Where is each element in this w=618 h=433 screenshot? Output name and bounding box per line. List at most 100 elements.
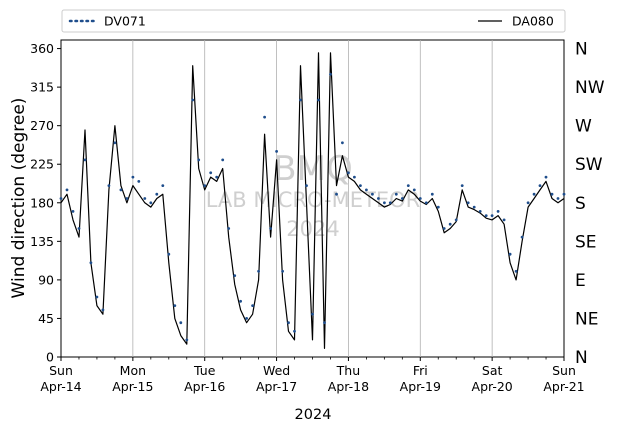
x-tick-label-date: Apr-21 (543, 379, 584, 394)
dv071-point (365, 188, 368, 192)
compass-label: E (575, 271, 586, 291)
x-tick-label-day: Fri (413, 363, 428, 378)
compass-axis: N NE E SE S SW W NW N (575, 40, 605, 368)
dv071-point (335, 192, 338, 196)
dv071-point (191, 98, 195, 102)
dv071-point (161, 184, 165, 188)
dv071-point (460, 184, 464, 188)
compass-label: N (575, 348, 588, 368)
compass-label: NE (575, 309, 598, 329)
y-axis-title: Wind direction (degree) (9, 98, 29, 299)
legend-entry-da080: DA080 (478, 14, 554, 29)
dv071-point (71, 210, 75, 213)
dv071-point (418, 197, 422, 200)
legend-frame (61, 9, 566, 33)
x-tick-label-day: Thu (336, 363, 360, 378)
dv071-point (442, 227, 446, 230)
x-tick-label-day: Wed (263, 363, 290, 378)
dv071-point (323, 321, 326, 325)
x-tick-label-day: Mon (120, 363, 146, 378)
x-tick-label-day: Sun (552, 363, 576, 378)
compass-label: N (575, 40, 588, 60)
dv071-point (562, 192, 566, 196)
dv071-point (412, 188, 416, 192)
compass-label: S (575, 194, 586, 214)
legend-label-da080: DA080 (512, 14, 554, 29)
x-tick-label-day: Sat (482, 363, 503, 378)
dv071-point (77, 227, 81, 230)
dv071-point (245, 317, 249, 320)
y-tick-label: 225 (30, 157, 54, 172)
dv071-point (227, 227, 231, 230)
dv071-point (263, 115, 266, 119)
dv071-point (197, 158, 201, 162)
dv071-point (143, 197, 147, 200)
x-tick-label-day: Tue (193, 363, 216, 378)
compass-label: SE (575, 232, 597, 252)
dv071-point (293, 329, 296, 333)
legend: DV071 DA080 (61, 9, 566, 33)
dv071-point (448, 222, 452, 226)
dv071-point (394, 192, 398, 196)
dv071-point (472, 205, 476, 209)
dv071-point (221, 158, 225, 162)
dv071-point (454, 218, 458, 222)
watermark-line-1: BMQ (273, 149, 352, 189)
dv071-point (490, 214, 494, 218)
dv071-point (508, 252, 512, 256)
x-axis: SunApr-14MonApr-15TueApr-16WedApr-17ThuA… (40, 357, 585, 394)
series-da080 (60, 52, 565, 349)
dv071-point (406, 184, 410, 188)
da080-line (60, 52, 565, 349)
dv071-point (520, 235, 524, 239)
dv071-point (203, 184, 207, 188)
y-tick-label: 270 (30, 118, 54, 133)
x-tick-label-date: Apr-17 (256, 379, 297, 394)
dv071-point (496, 210, 500, 213)
y-tick-label: 45 (38, 311, 54, 326)
dv071-point (299, 98, 302, 102)
y-tick-label: 0 (46, 350, 54, 365)
dv071-point (101, 308, 105, 312)
dv071-point (311, 312, 314, 316)
y-tick-label: 180 (30, 195, 54, 210)
dv071-point (167, 252, 171, 256)
dv071-point (526, 201, 530, 205)
dv071-point (179, 321, 183, 325)
x-tick-label-date: Apr-16 (184, 379, 225, 394)
dv071-point (239, 299, 243, 303)
watermark-line-3: 2024 (286, 217, 339, 241)
y-axis: 0 45 90 135 180 225 270 315 360 (30, 41, 61, 365)
x-tick-label-date: Apr-18 (328, 379, 369, 394)
dv071-point (287, 321, 290, 325)
dv071-point (538, 184, 542, 188)
dv071-point (233, 274, 237, 277)
legend-entry-dv071: DV071 (68, 14, 146, 29)
dv071-point (514, 269, 518, 273)
x-tick-label-date: Apr-19 (400, 379, 441, 394)
dv071-point (502, 218, 506, 222)
x-tick-label-day: Sun (49, 363, 73, 378)
y-tick-label: 315 (30, 80, 54, 95)
dv071-point (383, 201, 386, 205)
compass-label: W (575, 117, 592, 137)
y-tick-label: 360 (30, 41, 54, 56)
dv071-point (329, 72, 332, 76)
dv071-point (466, 201, 470, 205)
y-tick-label: 90 (38, 272, 54, 287)
dv071-point (550, 192, 554, 196)
dv071-point (251, 304, 255, 307)
dv071-point (119, 188, 123, 192)
dv071-point (359, 184, 362, 188)
dv071-point (275, 150, 278, 153)
x-tick-label-date: Apr-14 (40, 379, 81, 394)
dv071-point (424, 201, 428, 205)
dv071-point (131, 175, 135, 179)
dv071-point (305, 184, 308, 188)
dv071-point (59, 197, 63, 200)
dv071-point (185, 338, 189, 342)
dv071-point (155, 192, 159, 196)
dv071-point (125, 197, 129, 200)
dv071-point (400, 197, 404, 200)
